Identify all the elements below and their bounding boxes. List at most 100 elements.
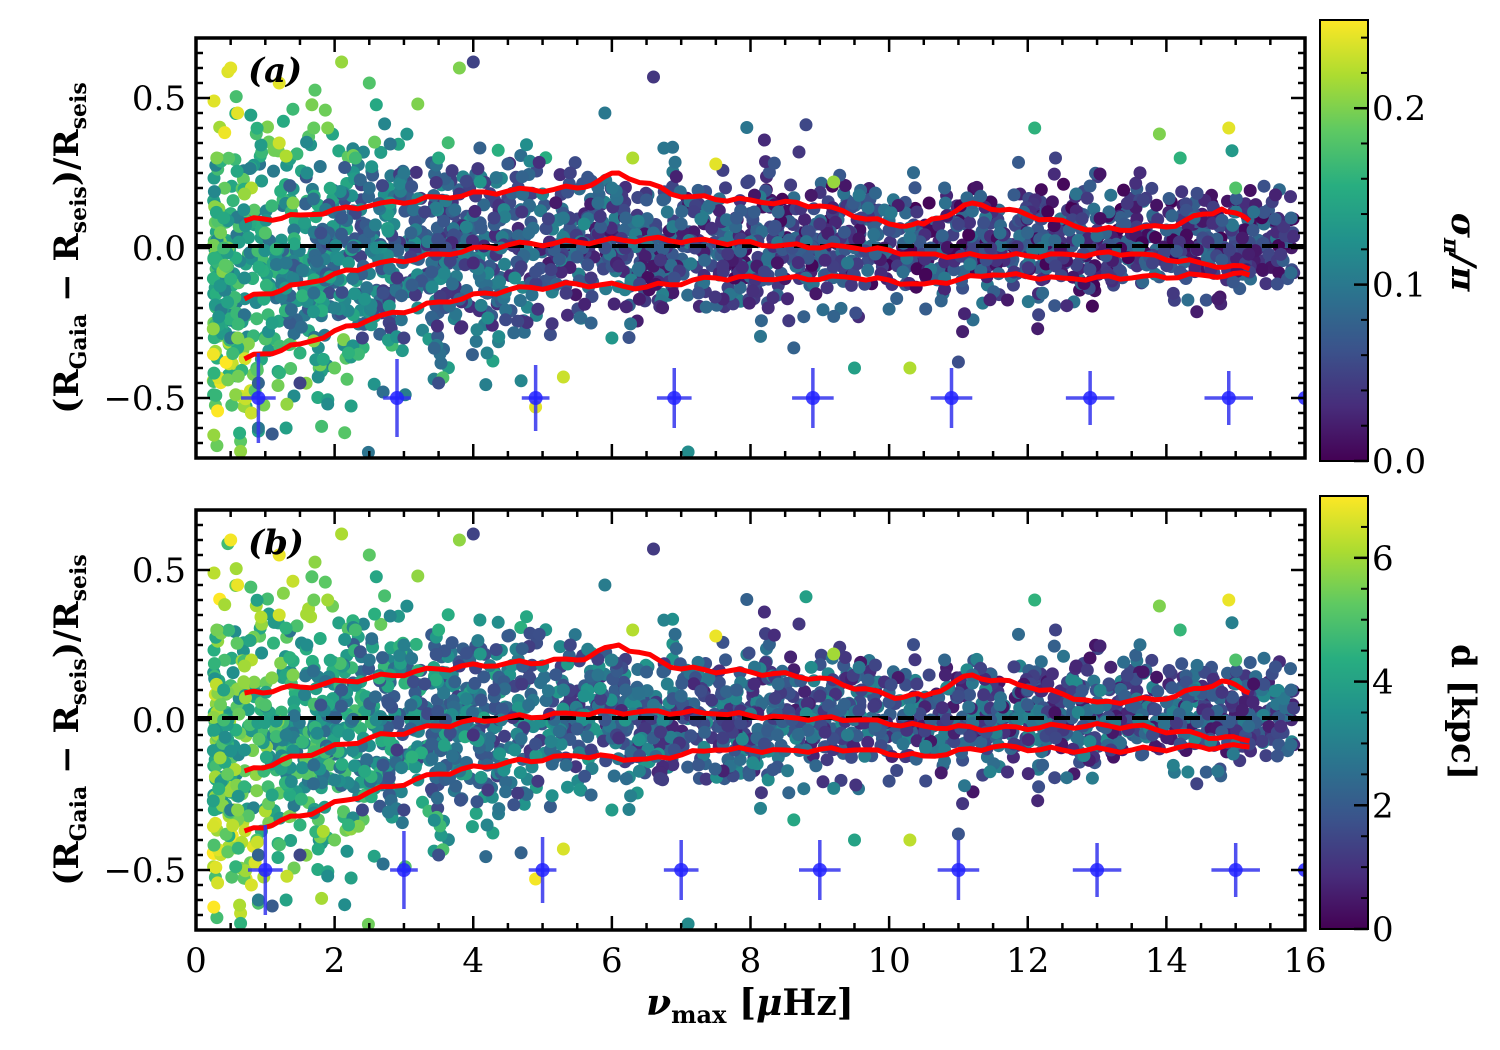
scatter-point (708, 290, 722, 304)
scatter-point (284, 362, 298, 375)
scatter-point (515, 677, 529, 691)
scatter-point (545, 317, 559, 331)
scatter-point (206, 794, 220, 808)
error-bar (1204, 371, 1254, 425)
scatter-point (994, 239, 1008, 252)
scatter-point (1235, 231, 1249, 245)
scatter-point (556, 683, 570, 697)
scatter-point (903, 703, 917, 717)
scatter-point (348, 623, 362, 637)
scatter-point (1133, 638, 1147, 652)
scatter-point (963, 216, 976, 230)
scatter-point (607, 769, 621, 783)
scatter-point (499, 313, 513, 327)
scatter-point (827, 309, 841, 323)
scatter-point (792, 145, 806, 159)
scatter-point (272, 136, 286, 150)
scatter-point (626, 151, 640, 165)
scatter-point (298, 216, 311, 230)
scatter-point (1242, 719, 1256, 733)
scatter-point (1165, 681, 1179, 695)
scatter-point (247, 203, 261, 217)
scatter-point (365, 160, 379, 174)
scatter-point (474, 693, 488, 707)
scatter-point (238, 659, 251, 673)
scatter-point (511, 701, 525, 715)
scatter-point (354, 722, 368, 735)
percentile-curves-a (243, 170, 1252, 362)
scatter-point (1104, 660, 1118, 674)
scatter-point (470, 323, 484, 337)
scatter-point (437, 686, 451, 700)
scatter-point (427, 813, 441, 827)
scatter-point (218, 126, 232, 140)
scatter-point (593, 681, 607, 695)
y-axis-label-a: (RGaia − Rseis)/Rseis (47, 82, 92, 413)
scatter-point (411, 569, 425, 583)
scatter-point (466, 55, 480, 69)
scatter-point (852, 232, 866, 246)
scatter-point (459, 646, 473, 660)
scatter-point (798, 213, 812, 227)
scatter-point (1179, 675, 1193, 689)
scatter-point (286, 102, 300, 116)
scatter-point (1070, 730, 1083, 744)
scatter-point (532, 627, 546, 641)
scatter-point (868, 658, 882, 672)
scatter-point (250, 121, 264, 135)
scatter-point (660, 205, 674, 219)
scatter-point (721, 719, 735, 733)
scatter-point (1075, 684, 1089, 698)
scatter-point (254, 610, 268, 624)
scatter-point (214, 698, 227, 712)
scatter-point (719, 653, 732, 667)
scatter-point (1255, 734, 1269, 748)
scatter-point (295, 263, 309, 277)
scatter-point (1242, 247, 1256, 261)
scatter-point (276, 586, 290, 600)
scatter-point (578, 297, 592, 311)
scatter-point (1129, 648, 1143, 662)
scatter-point (605, 181, 619, 195)
scatter-point (431, 705, 445, 718)
scatter-point (619, 772, 633, 786)
scatter-point (300, 638, 314, 652)
scatter-point (474, 770, 488, 784)
scatter-point (280, 397, 294, 411)
scatter-point (861, 263, 875, 277)
scatter-point (563, 638, 577, 652)
scatter-point (368, 218, 382, 232)
scatter-point (314, 226, 328, 240)
scatter-point (692, 286, 705, 300)
scatter-point (394, 313, 408, 327)
scatter-point (425, 280, 439, 294)
error-bar (930, 368, 973, 428)
scatter-point (852, 188, 866, 202)
scatter-point (335, 285, 349, 299)
scatter-point (446, 277, 459, 291)
error-bar (937, 840, 980, 900)
scatter-point (408, 288, 422, 302)
scatter-point (511, 314, 525, 328)
scatter-point (224, 744, 238, 758)
scatter-point (1085, 299, 1099, 313)
scatter-point (1247, 205, 1261, 219)
scatter-point (1190, 305, 1204, 319)
scatter-point (346, 744, 360, 757)
scatter-point (581, 258, 595, 272)
error-bars-a (241, 353, 1305, 443)
scatter-point (342, 818, 355, 832)
scatter-point (1257, 677, 1271, 691)
scatter-point (974, 736, 988, 749)
scatter-point (1162, 664, 1176, 677)
error-bar (390, 831, 418, 909)
scatter-point (1136, 665, 1150, 679)
scatter-point (498, 210, 512, 224)
scatter-point (951, 217, 965, 231)
scatter-point (963, 729, 977, 743)
scatter-point (632, 292, 646, 306)
scatter-point (334, 699, 348, 713)
scatter-point (766, 763, 780, 777)
scatter-point (1104, 188, 1118, 202)
